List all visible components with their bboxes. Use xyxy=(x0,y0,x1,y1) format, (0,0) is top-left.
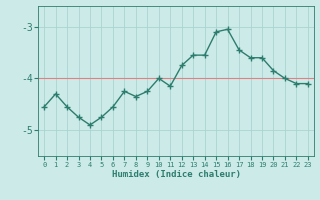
X-axis label: Humidex (Indice chaleur): Humidex (Indice chaleur) xyxy=(111,170,241,179)
